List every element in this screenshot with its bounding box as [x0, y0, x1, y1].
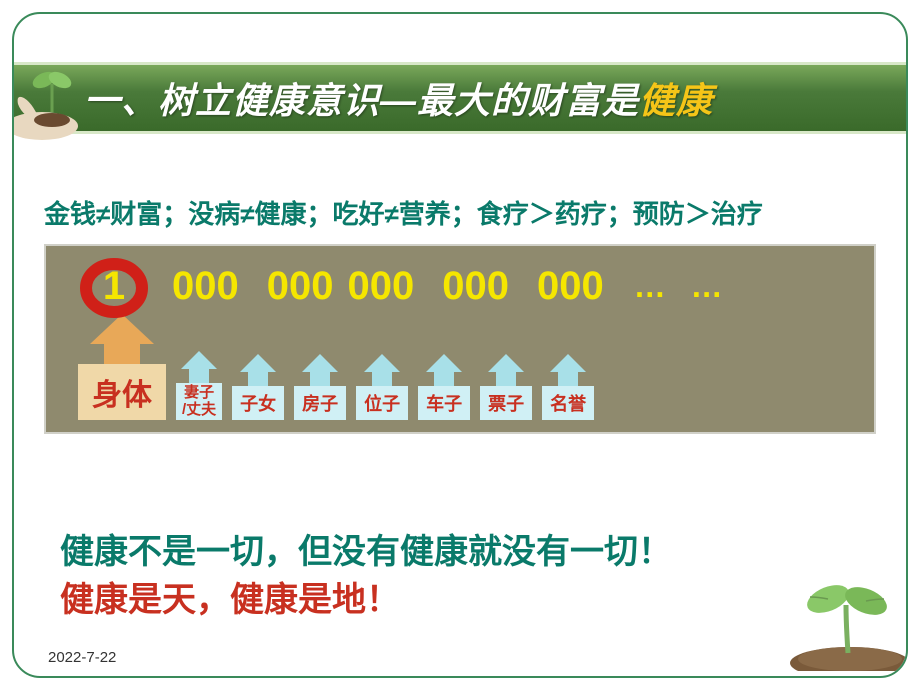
arrow-label: 房子 — [294, 386, 346, 420]
arrow-label: 妻子/丈夫 — [176, 383, 222, 420]
digit-row: 1 000 000 000 000 000 … … — [84, 264, 731, 309]
arrow-item: 位子 — [356, 354, 408, 420]
up-arrow-icon — [550, 354, 586, 372]
lead-digit: 1 — [103, 264, 125, 309]
up-arrow-icon — [240, 354, 276, 372]
digit-trail: … … — [634, 268, 731, 305]
arrow-item: 名誉 — [542, 354, 594, 420]
subline: 金钱≠财富；没病≠健康；吃好≠营养；食疗＞药疗；预防＞治疗 — [44, 194, 876, 231]
up-arrow-icon — [488, 354, 524, 372]
value-panel: 1 000 000 000 000 000 … … 身体 妻子/丈夫 子女 — [44, 244, 876, 434]
slide-frame: 一、树立健康意识—最大的财富是健康 金钱≠财富；没病≠健康；吃好≠营养；食疗＞药… — [12, 12, 908, 678]
arrow-label: 子女 — [232, 386, 284, 420]
digit-group: 000 — [537, 264, 604, 309]
digit-group: 000 — [348, 264, 415, 309]
arrow-item: 票子 — [480, 354, 532, 420]
up-arrow-icon — [181, 351, 217, 369]
arrow-label: 位子 — [356, 386, 408, 420]
arrow-main: 身体 — [78, 314, 166, 420]
message-line-1: 健康不是一切，但没有健康就没有一切！ — [60, 524, 672, 573]
up-arrow-icon — [426, 354, 462, 372]
arrow-label: 名誉 — [542, 386, 594, 420]
digit-group: 000 — [172, 264, 239, 309]
up-arrow-icon — [302, 354, 338, 372]
title-highlight: 健康 — [639, 80, 713, 121]
arrow-label-main: 身体 — [78, 364, 166, 420]
arrow-item: 车子 — [418, 354, 470, 420]
sprout-left-decoration — [12, 54, 104, 149]
sprout-right-decoration — [770, 571, 908, 676]
title-band: 一、树立健康意识—最大的财富是健康 — [14, 62, 906, 134]
arrow-label: 票子 — [480, 386, 532, 420]
page-title: 一、树立健康意识—最大的财富是健康 — [84, 72, 713, 124]
arrow-item: 妻子/丈夫 — [176, 351, 222, 420]
footer-date: 2022-7-22 — [48, 649, 116, 666]
up-arrow-icon — [364, 354, 400, 372]
arrow-row: 身体 妻子/丈夫 子女 房子 位子 车子 — [78, 314, 864, 420]
message-line-2: 健康是天，健康是地！ — [60, 572, 400, 621]
lead-digit-wrap: 1 — [84, 264, 144, 309]
arrow-item: 房子 — [294, 354, 346, 420]
arrow-item: 子女 — [232, 354, 284, 420]
arrow-label: 车子 — [418, 386, 470, 420]
title-pre: 一、树立健康意识—最大的财富是 — [84, 80, 639, 121]
digit-group: 000 — [442, 264, 509, 309]
digit-group: 000 — [267, 264, 334, 309]
